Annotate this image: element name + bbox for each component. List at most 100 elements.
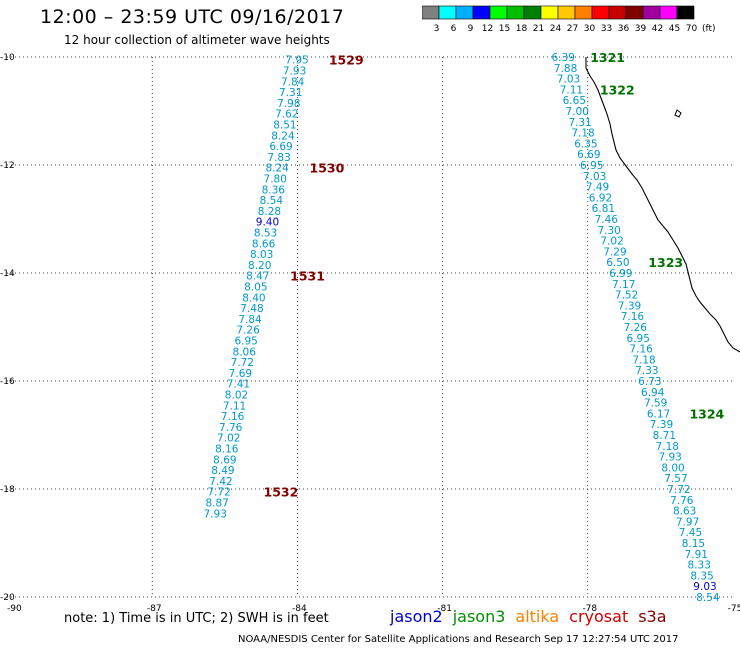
wave-height-value: 6.94 bbox=[641, 387, 665, 399]
wave-height-value: 8.63 bbox=[673, 506, 696, 518]
wave-height-value: 8.02 bbox=[225, 390, 248, 402]
wave-height-value: 7.93 bbox=[658, 452, 681, 464]
wave-height-value: 8.16 bbox=[215, 444, 239, 456]
legend-jason3: jason3 bbox=[452, 607, 506, 626]
color-scale-tick-label: 3 bbox=[434, 24, 440, 34]
wave-height-value: 9.40 bbox=[256, 217, 279, 229]
wave-height-value: 7.26 bbox=[624, 322, 648, 334]
wave-height-value: 8.24 bbox=[271, 130, 295, 142]
pass-time-labels: 1529 1530 1531 1532 1321 1322 1323 1324 bbox=[264, 50, 725, 500]
longitude-tick-label: -84 bbox=[292, 604, 307, 614]
wave-height-value: 7.45 bbox=[679, 527, 702, 539]
wave-height-value: 8.54 bbox=[260, 195, 284, 207]
wave-height-value: 7.98 bbox=[277, 98, 300, 110]
wave-height-value: 8.51 bbox=[273, 120, 296, 132]
color-scale-tick-label: 15 bbox=[499, 24, 510, 34]
legend-s3a: s3a bbox=[638, 607, 667, 626]
wave-height-value: 6.65 bbox=[563, 95, 586, 107]
wave-height-value: 7.76 bbox=[670, 495, 694, 507]
wave-height-value: 8.47 bbox=[246, 271, 269, 283]
wave-height-value: 7.84 bbox=[238, 314, 262, 326]
wave-height-value: 7.31 bbox=[279, 87, 302, 99]
latitude-tick-label: -12 bbox=[0, 161, 15, 171]
wave-height-value: 6.95 bbox=[234, 336, 257, 348]
color-scale-tick-label: 9 bbox=[468, 24, 474, 34]
wave-height-value: 7.52 bbox=[615, 290, 638, 302]
wave-height-value: 7.88 bbox=[554, 63, 577, 75]
wave-height-value: 8.06 bbox=[233, 346, 257, 358]
axis-labels: -90 -87 -84 -81 -78 -75 -10 -12 -14 -16 -18 -20 bbox=[0, 53, 740, 614]
wave-height-value: 8.35 bbox=[690, 570, 713, 582]
wave-height-value: 7.16 bbox=[621, 311, 645, 323]
wave-height-value: 8.24 bbox=[265, 163, 289, 175]
color-scale-tick-label: 18 bbox=[516, 24, 528, 34]
wave-height-value: 8.28 bbox=[258, 206, 281, 218]
wave-height-value: 7.84 bbox=[281, 76, 305, 88]
wave-height-value: 7.93 bbox=[204, 508, 227, 520]
wave-height-value: 8.15 bbox=[682, 538, 705, 550]
color-scale-tick-label: 39 bbox=[635, 24, 647, 34]
wave-height-value: 6.17 bbox=[647, 408, 670, 420]
latitude-tick-label: -18 bbox=[0, 485, 15, 495]
wave-height-value: 8.36 bbox=[262, 184, 286, 196]
wave-height-value: 7.97 bbox=[676, 516, 699, 528]
wave-height-value: 6.92 bbox=[589, 192, 612, 204]
pass-time-label: 1324 bbox=[689, 406, 724, 421]
color-scale-tick-label: 21 bbox=[533, 24, 544, 34]
wave-height-value: 7.91 bbox=[685, 549, 708, 561]
wave-height-value: 7.59 bbox=[644, 398, 667, 410]
wave-height-value: 7.16 bbox=[629, 344, 653, 356]
wave-height-value: 7.76 bbox=[219, 422, 243, 434]
wave-height-value: 7.46 bbox=[595, 214, 619, 226]
latitude-tick-label: -16 bbox=[0, 377, 15, 387]
wave-height-value: 7.18 bbox=[656, 441, 679, 453]
wave-height-value: 7.69 bbox=[229, 368, 252, 380]
wave-height-value: 8.53 bbox=[254, 228, 277, 240]
longitude-tick-label: -75 bbox=[728, 604, 740, 614]
wave-height-value: 7.17 bbox=[612, 279, 635, 291]
legend-altika: altika bbox=[515, 607, 560, 626]
wave-height-value: 7.02 bbox=[217, 433, 240, 445]
wave-height-value: 8.05 bbox=[244, 282, 267, 294]
wave-height-value: 7.95 bbox=[285, 55, 308, 67]
pass-time-label: 1321 bbox=[590, 50, 625, 65]
satellite-legend: jason2 jason3 altika cryosat s3a bbox=[390, 607, 677, 626]
wave-height-value: 7.16 bbox=[221, 411, 245, 423]
color-scale-legend: 3 6 9 12 15 18 21 24 27 30 33 36 39 42 45 70 (ft) bbox=[422, 5, 716, 34]
wave-height-value: 8.00 bbox=[661, 462, 684, 474]
wave-height-value: 8.40 bbox=[242, 292, 265, 304]
pass-time-label: 1530 bbox=[310, 161, 345, 176]
footnote: note: 1) Time is in UTC; 2) SWH is in fe… bbox=[64, 611, 329, 626]
wave-height-value: 7.80 bbox=[264, 174, 287, 186]
color-scale-tick-label: 24 bbox=[550, 24, 562, 34]
wave-height-value: 8.87 bbox=[205, 498, 228, 510]
wave-height-value: 8.20 bbox=[248, 260, 271, 272]
wave-height-value: 7.39 bbox=[618, 300, 641, 312]
wave-height-value: 7.26 bbox=[236, 325, 260, 337]
pass-time-label: 1529 bbox=[329, 53, 364, 68]
pass-time-label: 1323 bbox=[648, 255, 683, 270]
wave-height-value: 7.18 bbox=[571, 128, 594, 140]
wave-height-value: 7.48 bbox=[240, 303, 263, 315]
wave-height-value: 7.31 bbox=[568, 117, 591, 129]
wave-height-value: 7.72 bbox=[207, 487, 230, 499]
wave-height-value: 6.99 bbox=[609, 268, 632, 280]
wave-height-value: 7.83 bbox=[267, 152, 290, 164]
wave-height-value: 7.00 bbox=[566, 106, 589, 118]
wave-height-value: 7.49 bbox=[586, 182, 609, 194]
wave-height-value: 7.18 bbox=[632, 354, 655, 366]
longitude-tick-label: -87 bbox=[147, 604, 162, 614]
wave-height-labels: 7.957.937.847.317.987.628.518.246.697.83… bbox=[204, 52, 720, 604]
latitude-tick-label: -20 bbox=[0, 593, 15, 603]
color-scale-tick-label: 45 bbox=[669, 24, 680, 34]
wave-height-value: 6.95 bbox=[580, 160, 603, 172]
wave-height-value: 7.93 bbox=[283, 66, 306, 78]
wave-height-value: 7.30 bbox=[597, 225, 620, 237]
wave-height-value: 7.62 bbox=[275, 109, 298, 121]
color-swatch-70 bbox=[676, 5, 695, 20]
wave-height-value: 8.54 bbox=[696, 592, 720, 604]
wave-height-value: 7.11 bbox=[223, 400, 246, 412]
wave-height-value: 7.02 bbox=[600, 236, 623, 248]
credit-line: NOAA/NESDIS Center for Satellite Applica… bbox=[238, 634, 679, 645]
